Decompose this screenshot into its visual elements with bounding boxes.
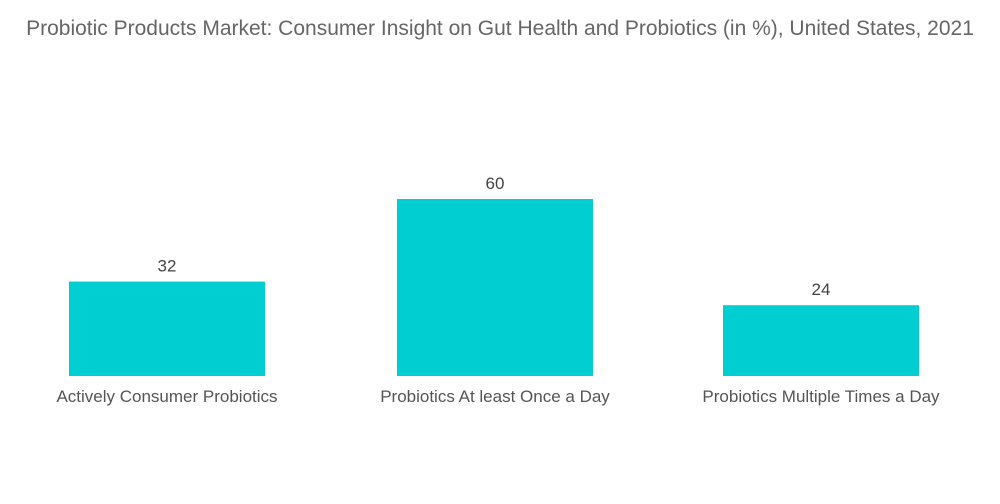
data-label: 32: [158, 257, 177, 276]
category-label: Actively Consumer Probiotics: [56, 387, 277, 406]
bar: [69, 281, 265, 376]
bar: [397, 199, 593, 376]
category-label: Probiotics Multiple Times a Day: [702, 387, 940, 406]
data-label: 24: [812, 280, 831, 299]
data-label: 60: [486, 174, 505, 193]
bar: [723, 305, 919, 376]
category-label: Probiotics At least Once a Day: [380, 387, 610, 406]
chart-title: Probiotic Products Market: Consumer Insi…: [26, 17, 974, 40]
